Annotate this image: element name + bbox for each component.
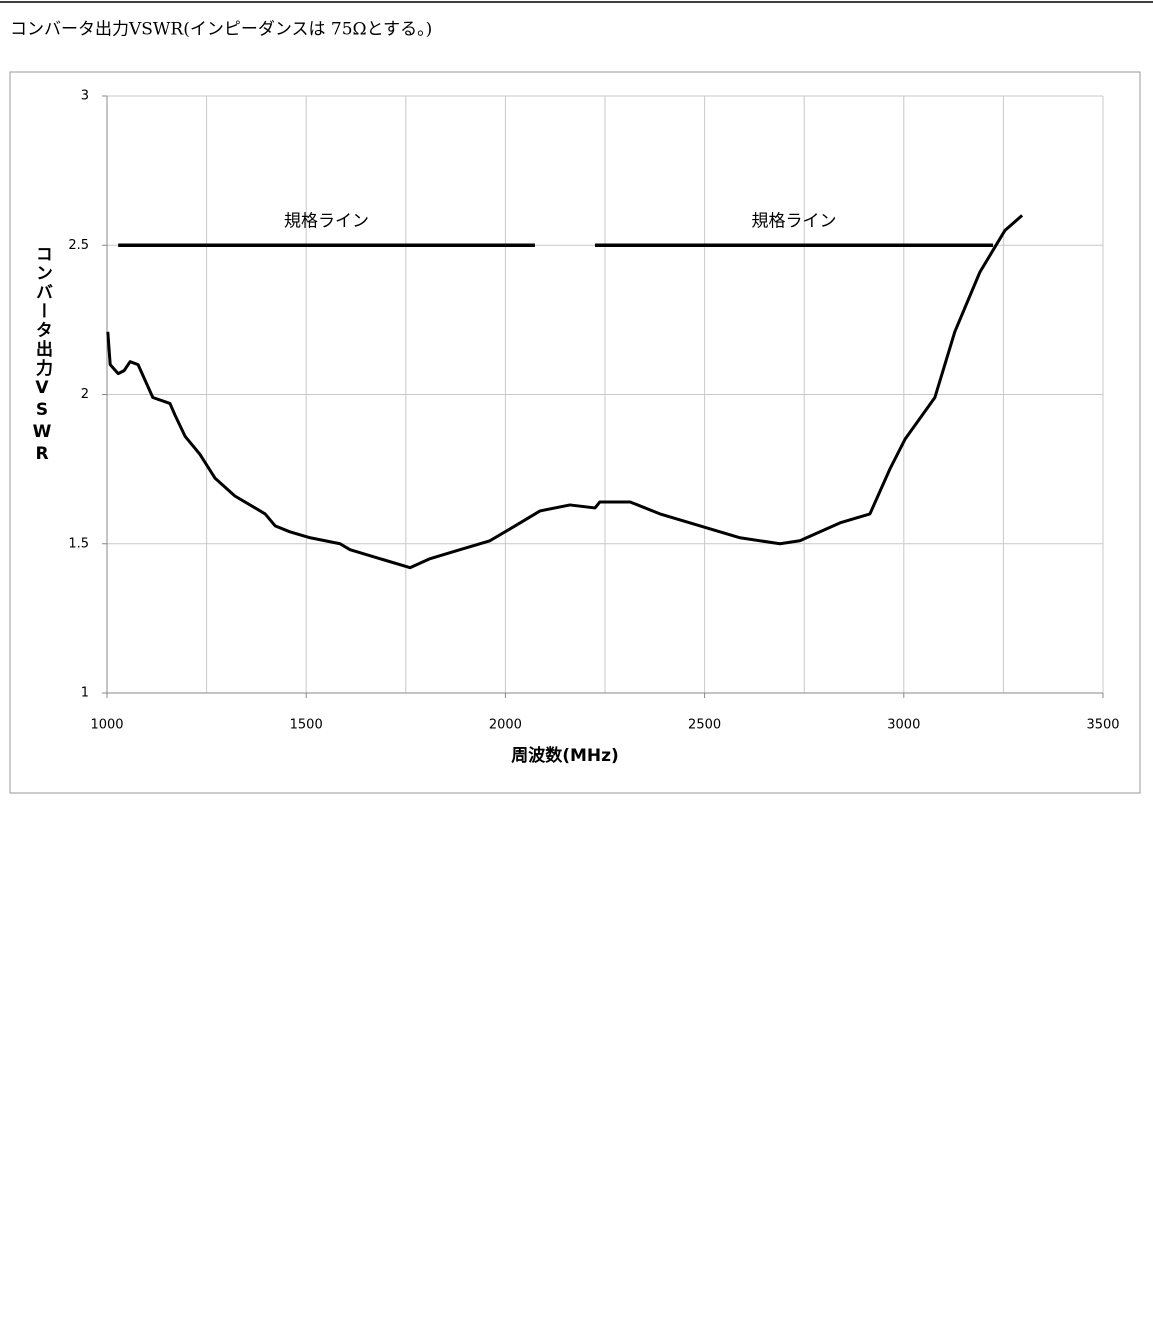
y-tick-label: 1 [81, 686, 89, 701]
y-tick-label: 1.5 [68, 536, 89, 551]
data-line [106, 214, 1024, 570]
x-tick-label: 3500 [1086, 718, 1119, 733]
y-tick-label: 3 [81, 89, 89, 104]
x-tick-label: 2000 [489, 718, 522, 733]
spec-label: 規格ライン [284, 211, 369, 231]
x-tick-label: 2500 [688, 718, 721, 733]
y-axis-label: コンバータ出力VSWR [32, 245, 53, 466]
spec-label: 規格ライン [752, 211, 837, 231]
y-tick-label: 2.5 [68, 238, 89, 253]
chart-frame [9, 71, 1141, 794]
x-tick-label: 1000 [90, 718, 123, 733]
x-axis-label: 周波数(MHz) [511, 745, 619, 766]
y-tick-label: 2 [81, 387, 89, 402]
document-title: コンバータ出力VSWR(インピーダンスは 75Ωとする。) [10, 20, 432, 40]
x-tick-label: 1500 [290, 718, 323, 733]
x-tick-label: 3000 [887, 718, 920, 733]
